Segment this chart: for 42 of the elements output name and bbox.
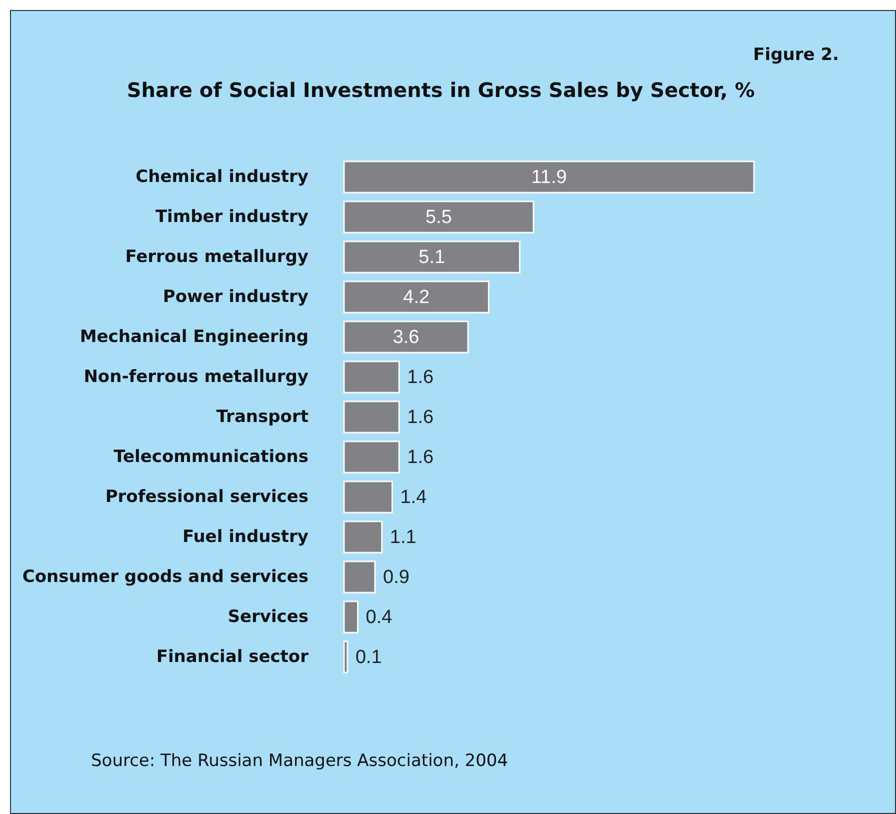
y-tick-label: Chemical industry	[136, 167, 308, 187]
data-label: 1.4	[400, 487, 428, 508]
y-tick-label: Transport	[216, 407, 308, 427]
source-note: Source: The Russian Managers Association, 2004	[91, 751, 508, 771]
bar	[343, 280, 490, 314]
y-tick-label: Fuel industry	[182, 527, 308, 547]
bar	[343, 600, 359, 634]
data-label: 1.6	[407, 407, 434, 428]
data-label: 1.6	[407, 367, 434, 388]
data-label: 3.6	[392, 327, 420, 348]
caption: Figure 2.	[753, 45, 839, 65]
y-tick-label: Ferrous metallurgy	[125, 247, 308, 267]
y-tick-label: Power industry	[162, 287, 308, 307]
bar	[343, 400, 400, 434]
data-label: 11.9	[531, 167, 567, 188]
bar	[343, 320, 469, 354]
data-label: 0.1	[355, 647, 382, 668]
bar	[343, 640, 348, 674]
bar	[343, 240, 520, 274]
y-tick-label: Telecommunications	[114, 447, 308, 467]
y-tick-label: Mechanical Engineering	[80, 327, 308, 347]
y-tick-label: Financial sector	[156, 647, 310, 667]
y-tick-label: Timber industry	[155, 207, 308, 227]
bar	[343, 200, 534, 234]
y-tick-label: Services	[228, 607, 308, 627]
bar	[343, 560, 376, 594]
bar	[343, 520, 383, 554]
bar	[343, 440, 400, 474]
chart-title: Share of Social Investments in Gross Sales by Sector, %	[126, 78, 755, 102]
data-label: 5.1	[418, 247, 446, 268]
y-tick-label: Professional services	[105, 487, 308, 507]
data-label: 1.1	[390, 527, 416, 548]
bar	[343, 160, 755, 194]
data-label: 0.4	[366, 607, 393, 628]
data-label: 4.2	[403, 287, 430, 308]
bar	[343, 360, 400, 394]
y-tick-label: Non-ferrous metallurgy	[84, 367, 308, 387]
data-label: 0.9	[383, 567, 410, 588]
data-label: 5.5	[426, 207, 452, 228]
data-label: 1.6	[407, 447, 434, 468]
bar	[343, 480, 393, 514]
y-tick-label: Consumer goods and services	[22, 567, 308, 587]
